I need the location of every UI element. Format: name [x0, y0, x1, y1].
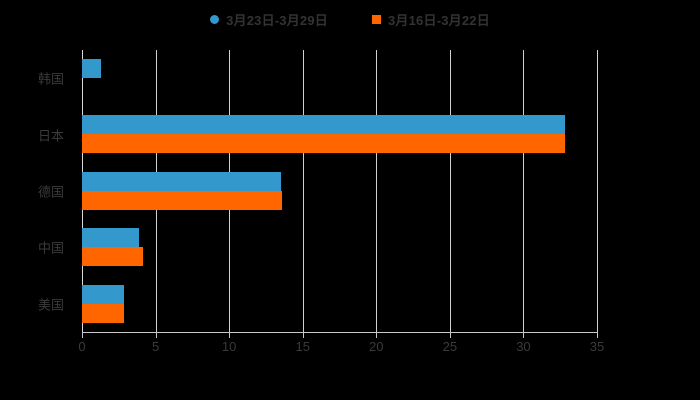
legend-entry-series-0[interactable]: 3月23日-3月29日 — [210, 10, 328, 29]
x-tick-label-35: 35 — [589, 339, 605, 354]
bar-group — [82, 106, 597, 162]
x-tick-label-0: 0 — [78, 339, 86, 354]
legend-marker-square-icon — [372, 15, 381, 24]
x-tick-label-15: 15 — [295, 339, 310, 354]
y-axis-label-1: 日本 — [37, 128, 64, 144]
gridline-x-15 — [302, 50, 304, 332]
y-axis-label-3: 中国 — [37, 240, 64, 256]
x-tick-mark-20 — [376, 333, 378, 338]
bar-中国-series-0[interactable] — [82, 228, 140, 248]
legend-label-series-1: 3月16日-3月22日 — [388, 13, 490, 28]
bar-group — [82, 163, 597, 219]
x-tick-label-10: 10 — [221, 339, 237, 354]
legend-label-series-0: 3月23日-3月29日 — [226, 13, 328, 28]
gridline-x-20 — [376, 50, 378, 332]
legend-marker-circle-icon — [210, 15, 220, 24]
x-tick-label-5: 5 — [151, 339, 160, 354]
plot-area — [82, 50, 598, 332]
gridline-x-30 — [523, 50, 525, 332]
x-tick-mark-30 — [523, 333, 525, 338]
gridline-x-35 — [597, 50, 598, 332]
chart-legend: 3月23日-3月29日 3月16日-3月22日 — [0, 10, 700, 29]
gridline-x-25 — [449, 50, 451, 332]
x-axis-ticks: 0 5 10 15 20 25 30 35 — [78, 333, 604, 359]
bar-美国-series-1[interactable] — [82, 303, 124, 323]
x-tick-label-20: 20 — [369, 339, 384, 354]
bar-美国-series-0[interactable] — [82, 284, 124, 304]
bar-group — [82, 219, 597, 275]
bar-韩国-series-0[interactable] — [82, 59, 102, 78]
x-tick-label-25: 25 — [442, 339, 458, 354]
x-tick-mark-25 — [449, 333, 451, 338]
x-tick-mark-35 — [597, 333, 598, 338]
y-axis-label-0: 韩国 — [37, 71, 64, 87]
bar-德国-series-0[interactable] — [82, 171, 281, 191]
x-tick-label-30: 30 — [516, 339, 531, 354]
bar-日本-series-0[interactable] — [82, 115, 565, 135]
x-tick-mark-15 — [302, 333, 304, 338]
bar-德国-series-1[interactable] — [82, 190, 283, 210]
bar-中国-series-1[interactable] — [82, 247, 144, 267]
y-axis-label-2: 德国 — [37, 184, 64, 200]
x-tick-mark-0 — [82, 333, 83, 338]
y-axis-category-labels: 韩国日本德国中国美国 — [0, 50, 74, 332]
bar-日本-series-1[interactable] — [82, 134, 565, 154]
y-axis-label-4: 美国 — [37, 297, 64, 313]
x-axis-line — [82, 332, 598, 333]
legend-entry-series-1[interactable]: 3月16日-3月22日 — [372, 10, 490, 29]
x-tick-mark-5 — [155, 333, 157, 338]
x-tick-mark-10 — [229, 333, 231, 338]
bar-group — [82, 50, 597, 106]
bar-group — [82, 276, 597, 332]
